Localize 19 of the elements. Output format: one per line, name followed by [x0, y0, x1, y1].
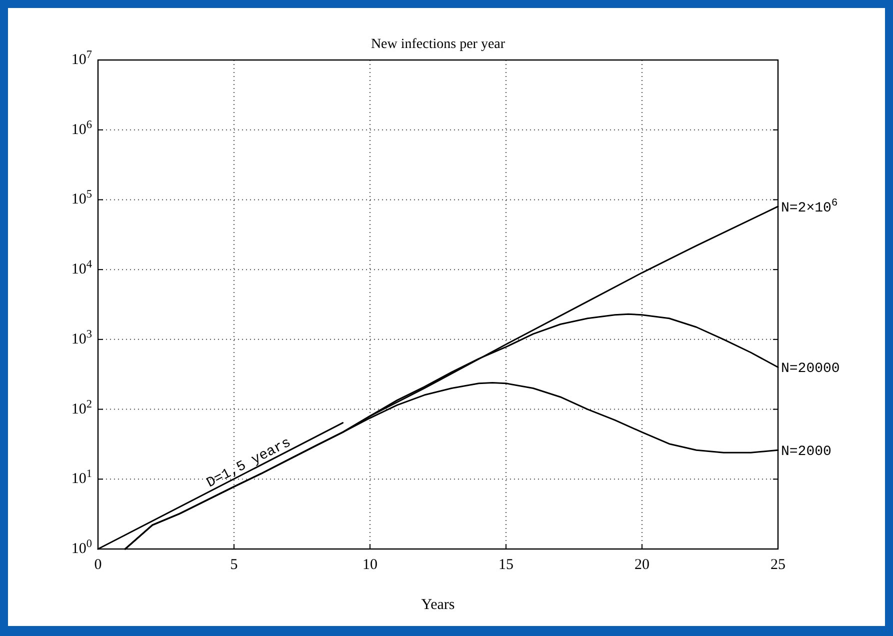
y-tick-label: 10$^{2}$: [71, 398, 92, 418]
x-tick-label: 5: [230, 557, 238, 573]
y-tick-label: 10$^{0}$: [71, 538, 92, 557]
y-tick-label: 10$^{6}$: [71, 118, 92, 138]
y-tick-label: 10$^{1}$: [71, 468, 92, 488]
series-label: N=2000: [781, 444, 832, 460]
y-tick-label: 10$^{7}$: [71, 49, 92, 68]
x-tick-label: 25: [770, 557, 786, 573]
series-label: N=20000: [781, 361, 840, 378]
y-tick-label: 10$^{3}$: [71, 328, 92, 348]
x-axis-title: Years: [421, 597, 455, 613]
x-tick-label: 20: [634, 557, 650, 573]
x-tick-label: 0: [94, 557, 102, 573]
x-tick-label: 15: [498, 557, 514, 573]
x-tick-label: 10: [362, 557, 378, 573]
y-tick-label: 10$^{4}$: [71, 258, 92, 278]
y-tick-label: 10$^{5}$: [71, 188, 92, 208]
chart-title: New infections per year: [370, 37, 506, 52]
legend-label: N=2×10$^{6}$: [781, 197, 838, 216]
